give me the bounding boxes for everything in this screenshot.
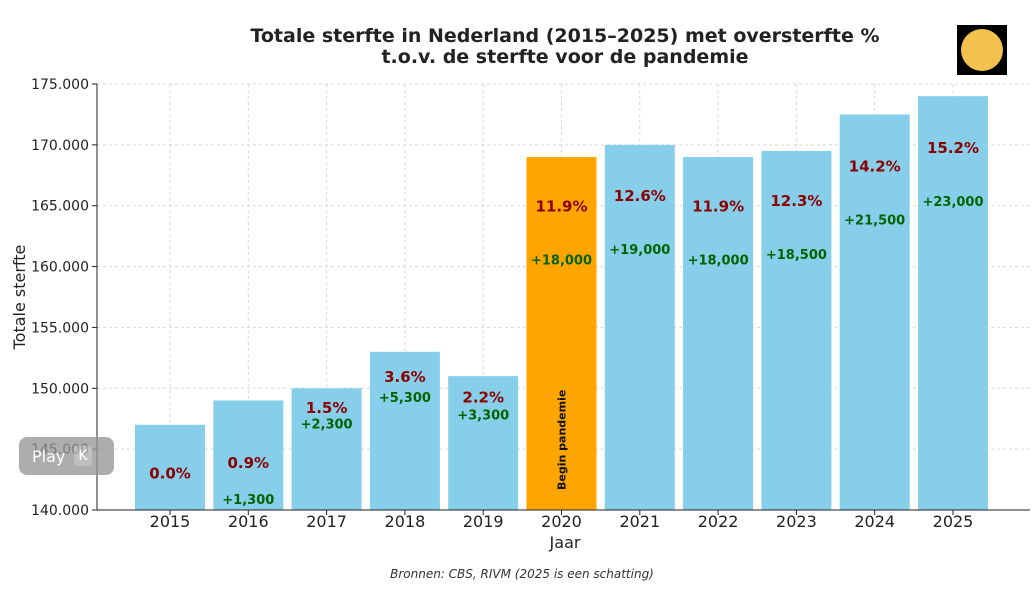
excess-label: +2,300 bbox=[301, 417, 353, 432]
excess-label: +23,000 bbox=[922, 195, 983, 210]
play-button[interactable]: Play K bbox=[19, 437, 114, 475]
y-tick-label: 150.000 bbox=[31, 381, 89, 397]
y-tick-label: 170.000 bbox=[31, 138, 89, 154]
bar-2020 bbox=[526, 157, 597, 510]
y-tick-label: 175.000 bbox=[31, 77, 89, 93]
bar-2025 bbox=[918, 96, 988, 511]
percent-label: 1.5% bbox=[306, 399, 348, 417]
play-shortcut-key: K bbox=[74, 446, 92, 466]
y-tick-label: 155.000 bbox=[31, 320, 89, 336]
percent-label: 12.3% bbox=[770, 192, 822, 210]
percent-label: 2.2% bbox=[462, 389, 504, 407]
bar-labels: 0.0% 0.9% +1,300 1.5%+2,300 3.6% +5,300 2.2% +3… bbox=[149, 139, 983, 508]
percent-label: 11.9% bbox=[692, 197, 744, 215]
percent-label: 0.0% bbox=[149, 464, 191, 482]
x-tick-label: 2023 bbox=[776, 512, 817, 531]
x-tick-label: 2021 bbox=[619, 512, 660, 531]
percent-label: 0.9% bbox=[227, 454, 269, 472]
excess-label: +18,000 bbox=[531, 253, 592, 268]
x-tick-label: 2015 bbox=[150, 512, 191, 531]
x-tick-label: 2017 bbox=[306, 512, 347, 531]
y-tick-label: 160.000 bbox=[31, 260, 89, 276]
x-tick-label: 2022 bbox=[698, 512, 739, 531]
excess-label: +21,500 bbox=[844, 213, 905, 228]
percent-label: 11.9% bbox=[535, 197, 587, 215]
chart-title-line-2: t.o.v. de sterfte voor de pandemie bbox=[381, 46, 748, 68]
excess-label: +1,300 bbox=[222, 493, 274, 508]
percent-label: 3.6% bbox=[384, 368, 426, 386]
annotation-begin-pandemie: Begin pandemie bbox=[556, 390, 569, 490]
bar-2016 bbox=[213, 400, 284, 510]
bars bbox=[135, 96, 988, 511]
percent-label: 14.2% bbox=[849, 157, 901, 175]
excess-label: +18,000 bbox=[688, 253, 749, 268]
y-axis-label: Totale sterfte bbox=[10, 245, 29, 351]
excess-label: +18,500 bbox=[766, 248, 827, 263]
x-tick-label: 2020 bbox=[541, 512, 582, 531]
x-tick-label: 2024 bbox=[854, 512, 895, 531]
percent-label: 12.6% bbox=[614, 187, 666, 205]
x-tick-label: 2016 bbox=[228, 512, 269, 531]
bar-2015 bbox=[135, 424, 205, 510]
play-label: Play bbox=[32, 446, 66, 466]
bar-2023 bbox=[761, 150, 832, 510]
excess-label: +19,000 bbox=[609, 243, 670, 258]
x-axis-label: Jaar bbox=[549, 533, 581, 552]
x-tick-label: 2019 bbox=[463, 512, 504, 531]
logo-circle bbox=[961, 29, 1003, 71]
chart-title: Totale sterfte in Nederland (2015–2025) … bbox=[250, 25, 879, 68]
bar-2022 bbox=[683, 157, 754, 510]
source-note: Bronnen: CBS, RIVM (2025 is een schattin… bbox=[390, 567, 654, 581]
y-tick-label: 165.000 bbox=[31, 199, 89, 215]
y-tick-label: 140.000 bbox=[31, 503, 89, 519]
bar-2021 bbox=[604, 144, 675, 510]
x-tick-label: 2025 bbox=[933, 512, 974, 531]
chart-title-line-1: Totale sterfte in Nederland (2015–2025) … bbox=[250, 25, 879, 47]
sun-icon bbox=[957, 25, 1007, 75]
excess-label: +3,300 bbox=[457, 409, 509, 424]
percent-label: 15.2% bbox=[927, 139, 979, 157]
bar-2019 bbox=[448, 376, 519, 510]
excess-label: +5,300 bbox=[379, 391, 431, 406]
bar-2017 bbox=[291, 388, 362, 510]
x-tick-label: 2018 bbox=[385, 512, 426, 531]
bar-2018 bbox=[369, 351, 440, 510]
bar-2024 bbox=[839, 114, 910, 510]
